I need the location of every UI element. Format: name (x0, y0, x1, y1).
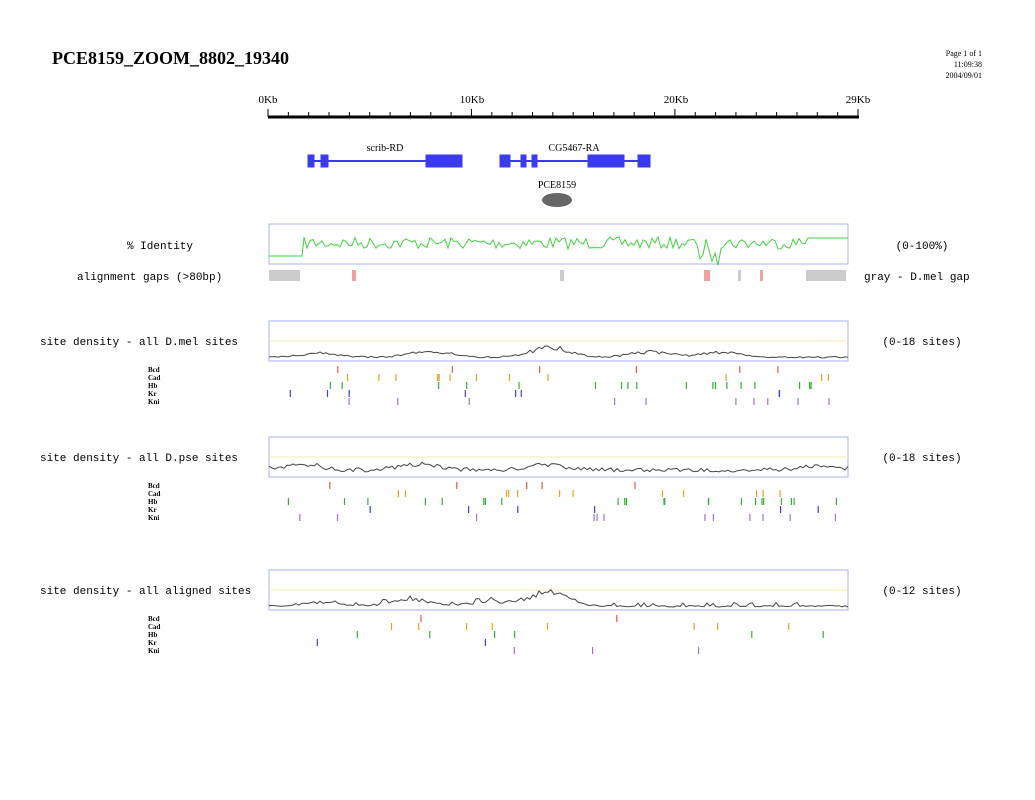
date: 2004/09/01 (946, 71, 982, 80)
ruler: 0Kb 10Kb 20Kb 29Kb (259, 94, 871, 119)
gap (352, 270, 356, 281)
ruler-label: 10Kb (460, 94, 485, 106)
gap (806, 270, 846, 281)
factor-label: Kr (148, 639, 157, 647)
identity-box (268, 223, 849, 265)
ruler-label: 20Kb (664, 94, 689, 106)
panel-label: site density - all aligned sites (40, 586, 251, 598)
page-number: Page 1 of 1 (946, 49, 982, 58)
track-range: (0-100%) (896, 241, 949, 253)
gap (738, 270, 741, 281)
gap (704, 270, 710, 281)
exon (499, 154, 511, 168)
panel-label: site density - all D.pse sites (40, 453, 238, 465)
gap (560, 270, 564, 281)
factor-label: Hb (148, 498, 157, 506)
factor-label: Kni (148, 398, 159, 406)
track-legend: gray - D.mel gap (864, 272, 970, 284)
gap-track (269, 270, 846, 281)
track-label: % Identity (127, 241, 193, 253)
identity-curve (269, 235, 848, 266)
ruler-label: 0Kb (259, 94, 278, 106)
factor-label: Bcd (148, 482, 160, 490)
panel-range: (0-18 sites) (882, 337, 961, 349)
factor-label: Hb (148, 382, 157, 390)
factor-label: Cad (148, 490, 161, 498)
factor-label: Kr (148, 506, 157, 514)
ruler-label: 29Kb (846, 94, 871, 106)
gene-models (307, 154, 651, 168)
exon (320, 154, 329, 168)
exon (587, 154, 625, 168)
track-label: alignment gaps (>80bp) (77, 272, 222, 284)
factor-label: Kni (148, 647, 159, 655)
factor-label: Bcd (148, 615, 160, 623)
gap (760, 270, 763, 281)
density-curve (268, 589, 849, 608)
exon (425, 154, 463, 168)
factor-label: Cad (148, 374, 161, 382)
density-curve (268, 461, 849, 473)
exon (520, 154, 527, 168)
factor-label: Hb (148, 631, 157, 639)
region-marker (542, 193, 572, 207)
gap (269, 270, 300, 281)
panel-range: (0-18 sites) (882, 453, 961, 465)
exon (307, 154, 315, 168)
factor-label: Cad (148, 623, 161, 631)
gene-label: scrib-RD (367, 143, 404, 154)
region-label: PCE8159 (538, 180, 576, 191)
exon (637, 154, 651, 168)
factor-label: Kni (148, 514, 159, 522)
title: PCE8159_ZOOM_8802_19340 (52, 48, 289, 68)
exon (531, 154, 538, 168)
factor-label: Kr (148, 390, 157, 398)
density-curve (268, 345, 849, 359)
panel-label: site density - all D.mel sites (40, 337, 238, 349)
panel-range: (0-12 sites) (882, 586, 961, 598)
time: 11:09:38 (954, 60, 982, 69)
factor-label: Bcd (148, 366, 160, 374)
gene-label: CG5467-RA (548, 143, 600, 154)
